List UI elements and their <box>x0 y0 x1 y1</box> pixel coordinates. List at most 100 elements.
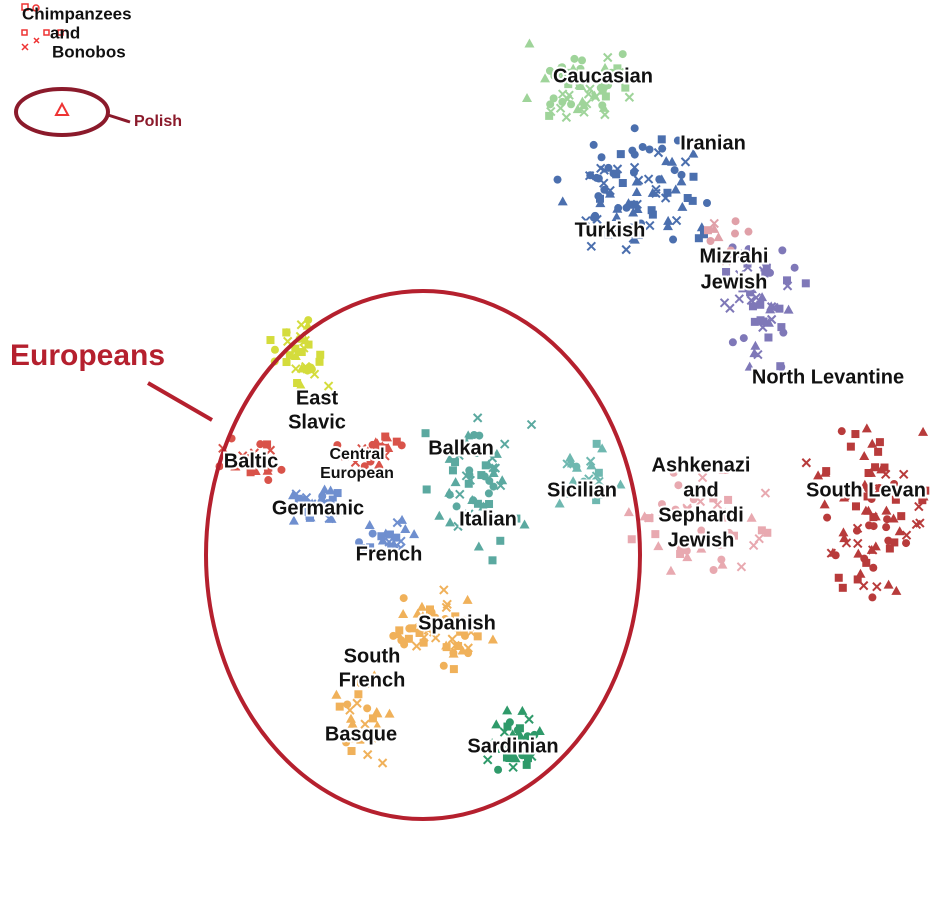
point <box>430 633 441 643</box>
point <box>375 452 384 461</box>
point <box>377 532 386 541</box>
point <box>545 111 554 120</box>
point <box>743 259 752 268</box>
point <box>718 540 727 549</box>
point <box>669 235 678 244</box>
point <box>350 457 361 468</box>
point <box>724 495 733 504</box>
point <box>683 194 692 203</box>
point <box>323 499 332 508</box>
point <box>462 594 473 604</box>
population-label: Sicilian <box>547 479 617 501</box>
point <box>647 187 658 197</box>
point <box>713 232 724 242</box>
point <box>605 188 616 198</box>
point <box>591 471 602 481</box>
point <box>822 467 831 476</box>
point <box>267 459 276 468</box>
point <box>480 472 489 481</box>
point <box>709 494 718 503</box>
point <box>837 427 846 436</box>
point <box>496 536 505 545</box>
point <box>595 198 606 208</box>
point <box>750 317 759 326</box>
point <box>343 700 352 709</box>
point <box>622 203 631 212</box>
point <box>500 439 510 449</box>
point <box>554 498 565 508</box>
point <box>670 166 679 175</box>
population-label: Iranian <box>680 132 746 154</box>
point <box>743 262 753 273</box>
point <box>304 316 313 325</box>
point <box>634 231 643 240</box>
point <box>387 731 396 740</box>
point <box>674 481 683 490</box>
point <box>709 218 719 229</box>
point <box>254 460 263 469</box>
point <box>838 583 847 592</box>
point <box>624 92 635 102</box>
point <box>749 348 760 358</box>
point <box>594 192 603 201</box>
point <box>918 496 927 505</box>
point <box>377 441 388 451</box>
point <box>846 442 855 451</box>
point <box>581 215 591 226</box>
point <box>670 510 681 520</box>
point <box>631 186 642 196</box>
point <box>519 519 530 529</box>
point <box>356 735 365 744</box>
point <box>703 226 712 235</box>
point <box>323 381 334 391</box>
point <box>859 451 870 461</box>
europe-ellipse <box>204 289 642 821</box>
group-label: Europeans <box>10 339 165 372</box>
point <box>643 174 654 184</box>
point <box>651 530 660 539</box>
point <box>801 279 810 288</box>
point <box>785 370 794 379</box>
point <box>712 499 723 510</box>
point <box>863 505 874 515</box>
point <box>385 530 394 539</box>
point <box>776 362 785 371</box>
point <box>597 153 606 162</box>
polish-marker <box>54 101 70 116</box>
point <box>422 485 431 494</box>
point <box>721 256 731 266</box>
population-label: French <box>339 669 406 691</box>
point <box>352 698 362 708</box>
point <box>598 86 607 95</box>
point <box>439 661 448 670</box>
point <box>558 63 567 72</box>
point <box>505 753 514 762</box>
point <box>579 107 589 117</box>
point <box>526 419 537 430</box>
point <box>778 246 787 255</box>
point <box>362 749 373 760</box>
point <box>853 538 863 549</box>
outgroup-line: Chimpanzees <box>22 4 132 23</box>
point <box>326 508 335 517</box>
point <box>578 56 587 65</box>
point <box>561 112 572 123</box>
point <box>305 511 314 520</box>
point <box>703 199 712 208</box>
population-label: European <box>320 465 394 482</box>
point <box>630 150 639 159</box>
point <box>421 429 430 438</box>
point <box>694 234 703 243</box>
point <box>383 551 392 560</box>
point <box>388 539 399 549</box>
point <box>459 616 468 625</box>
point <box>643 513 654 523</box>
point <box>291 344 300 353</box>
point <box>860 554 869 563</box>
point <box>611 211 622 221</box>
point <box>408 624 417 633</box>
point <box>739 334 748 343</box>
point <box>503 749 512 758</box>
point <box>669 468 678 477</box>
point <box>862 558 871 567</box>
